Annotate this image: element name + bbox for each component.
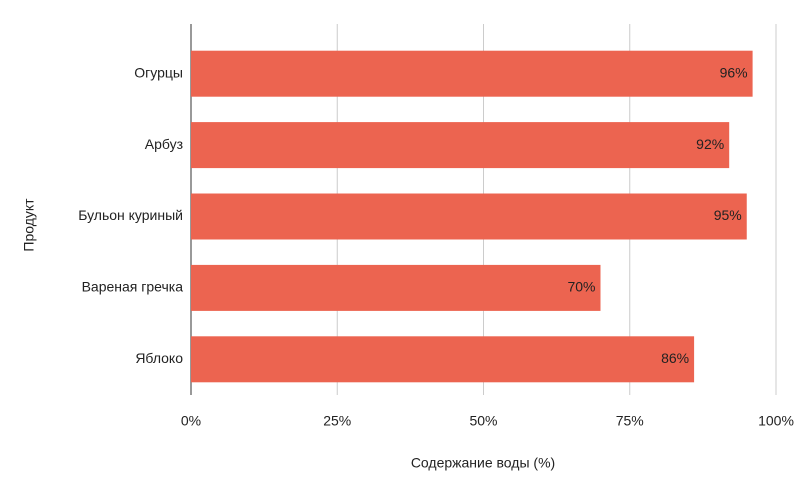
value-label: 86% xyxy=(661,350,689,366)
bar xyxy=(191,193,747,240)
value-label: 96% xyxy=(720,64,748,80)
y-axis-title: Продукт xyxy=(21,198,37,252)
bar xyxy=(191,336,695,383)
bar xyxy=(191,50,753,97)
bar xyxy=(191,264,601,311)
value-label: 92% xyxy=(696,136,724,152)
x-tick-label: 0% xyxy=(181,413,201,429)
bar xyxy=(191,122,730,169)
y-tick-label: Арбуз xyxy=(145,136,183,152)
x-tick-label: 75% xyxy=(616,413,644,429)
y-tick-label: Огурцы xyxy=(134,64,183,80)
y-tick-label: Бульон куриный xyxy=(78,207,183,223)
x-tick-label: 25% xyxy=(323,413,351,429)
y-tick-label: Вареная гречка xyxy=(82,279,184,295)
value-label: 95% xyxy=(714,207,742,223)
x-tick-label: 50% xyxy=(469,413,497,429)
y-tick-label: Яблоко xyxy=(135,350,183,366)
x-axis-title: Содержание воды (%) xyxy=(411,455,555,471)
value-label: 70% xyxy=(567,279,595,295)
x-tick-label: 100% xyxy=(758,413,794,429)
